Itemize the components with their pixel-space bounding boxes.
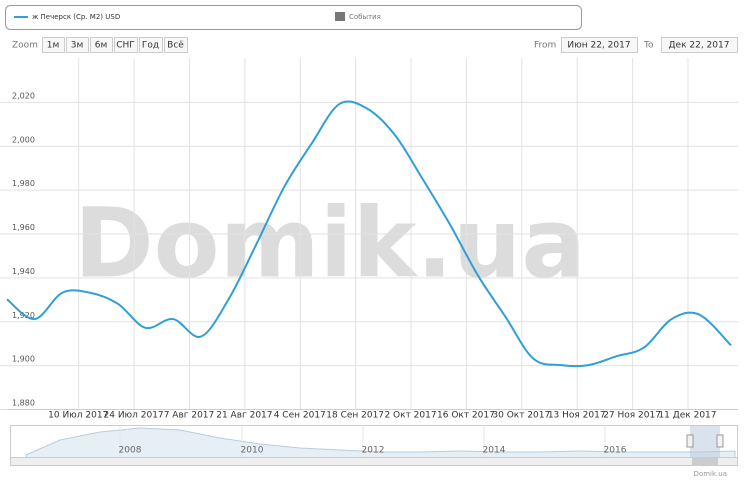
x-tick-label: 30 Окт 2017 [492,411,550,421]
x-tick-label: 18 Сен 2017 [326,411,384,421]
legend-events-swatch [335,12,345,21]
x-tick-label: 11 Дек 2017 [658,411,716,421]
navigator-label: 2016 [604,446,627,456]
navigator-label: 2014 [483,446,506,456]
x-tick-label: 24 Июл 2017 [104,411,164,421]
legend-events[interactable]: События [349,13,381,21]
y-tick-label: 2,020 [12,91,35,100]
credit[interactable]: Domik.ua [694,470,727,478]
x-tick-label: 4 Сен 2017 [274,411,326,421]
legend-series[interactable]: ж Печерск (Ср. М2) USD [32,13,120,21]
y-tick-label: 1,940 [12,267,35,276]
x-tick-label: 27 Ноя 2017 [603,411,661,421]
zoom-label: Zoom [12,41,38,51]
x-tick-label: 7 Авг 2017 [164,411,215,421]
navigator-handle[interactable] [686,434,694,448]
y-tick-label: 1,980 [12,179,35,188]
watermark: Domik.ua [74,187,586,299]
navigator-label: 2012 [362,446,385,456]
zoom-button[interactable] [42,37,65,53]
zoom-button-label[interactable]: 6м [95,41,108,51]
from-value[interactable]: Июн 22, 2017 [567,41,630,51]
to-label: To [643,41,654,51]
y-tick-label: 1,900 [12,355,35,364]
navigator-handle[interactable] [716,434,724,448]
x-tick-label: 2 Окт 2017 [384,411,436,421]
zoom-button[interactable] [90,37,113,53]
scrollbar-thumb[interactable] [692,458,718,465]
to-input[interactable] [661,37,738,53]
zoom-button-label[interactable]: СНГ [116,41,135,51]
x-tick-label: 16 Окт 2017 [437,411,495,421]
from-input[interactable] [561,37,638,53]
zoom-button[interactable] [66,37,89,53]
zoom-button[interactable] [164,37,188,53]
to-value[interactable]: Дек 22, 2017 [669,41,730,51]
legend-box [5,5,582,30]
zoom-button-label[interactable]: Год [142,41,159,51]
x-tick-label: 10 Июл 2017 [48,411,108,421]
x-tick-label: 21 Авг 2017 [216,411,272,421]
zoom-button[interactable] [139,37,163,53]
zoom-button-label[interactable]: Всё [167,41,184,51]
zoom-button[interactable] [114,37,138,53]
navigator-label: 2010 [241,446,264,456]
zoom-button-label[interactable]: 1м [47,41,60,51]
series-line [6,100,732,368]
y-tick-label: 1,880 [12,399,35,408]
y-tick-label: 1,960 [12,223,35,232]
from-label: From [534,41,556,51]
navigator-label: 2008 [119,446,142,456]
y-tick-label: 2,000 [12,135,35,144]
scrollbar[interactable] [10,457,738,466]
zoom-button-label[interactable]: 3м [71,41,84,51]
x-tick-label: 13 Ноя 2017 [548,411,606,421]
